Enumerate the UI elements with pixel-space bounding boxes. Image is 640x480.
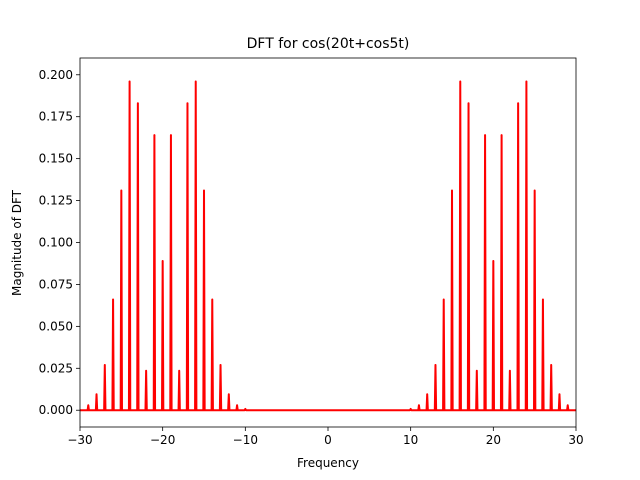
y-tick-label: 0.050 [39, 319, 73, 333]
y-tick-label: 0.100 [39, 236, 73, 250]
data-point [219, 364, 222, 366]
x-tick-label: 30 [568, 433, 583, 447]
data-point [451, 189, 453, 192]
data-point [137, 102, 139, 105]
data-point [153, 134, 156, 136]
data-point [120, 189, 123, 192]
data-point [484, 134, 486, 136]
data-point [128, 80, 131, 83]
data-point [170, 134, 172, 136]
data-point [104, 364, 106, 366]
x-tick-label: 0 [324, 433, 332, 447]
data-point [566, 404, 569, 406]
data-point [434, 364, 437, 366]
plot-frame [79, 57, 577, 428]
y-tick-label: 0.150 [39, 152, 73, 166]
data-point [442, 298, 445, 301]
series-line [80, 80, 576, 412]
x-tick-label: 20 [486, 433, 501, 447]
data-point [476, 370, 478, 372]
data-point [95, 393, 98, 396]
data-point [550, 364, 552, 366]
y-tick-label: 0.175 [39, 110, 73, 124]
data-point [525, 80, 528, 83]
data-point [533, 189, 536, 192]
data-point [459, 80, 462, 83]
y-tick-label: 0.025 [39, 361, 73, 375]
data-point [558, 393, 561, 396]
data-point [467, 102, 470, 105]
data-point [228, 393, 230, 396]
x-axis-label: Frequency [297, 456, 359, 470]
data-point [418, 404, 420, 406]
x-tick-label: −10 [233, 433, 258, 447]
data-point [492, 260, 495, 262]
y-tick-label: 0.000 [39, 403, 73, 417]
data-point [178, 370, 180, 372]
data-point [186, 102, 189, 105]
y-tick-label: 0.125 [39, 194, 73, 208]
data-point [203, 189, 205, 192]
data-point [426, 393, 429, 396]
y-tick-label: 0.200 [39, 68, 73, 82]
y-tick-label: 0.075 [39, 277, 73, 291]
data-point [517, 102, 519, 105]
chart-title: DFT for cos(20t+cos5t) [247, 36, 410, 52]
y-axis-label: Magnitude of DFT [10, 189, 24, 296]
data-point [500, 134, 503, 136]
data-point [194, 80, 197, 83]
data-point [145, 370, 147, 372]
data-point [87, 404, 90, 406]
data-point [236, 404, 238, 406]
data-point [409, 408, 412, 410]
x-axis: −30 −20 −10 0 10 20 30 [67, 427, 584, 447]
x-tick-label: 10 [403, 433, 418, 447]
x-tick-label: −30 [67, 433, 92, 447]
data-point [161, 260, 164, 262]
x-tick-label: −20 [150, 433, 175, 447]
data-point [211, 298, 214, 301]
plot-area [80, 80, 576, 412]
data-point [542, 298, 544, 301]
data-point [112, 298, 114, 301]
data-point [509, 370, 511, 372]
y-axis: 0.000 0.025 0.050 0.075 0.100 0.125 0.150 0.175… [39, 68, 80, 417]
data-point [244, 408, 247, 410]
